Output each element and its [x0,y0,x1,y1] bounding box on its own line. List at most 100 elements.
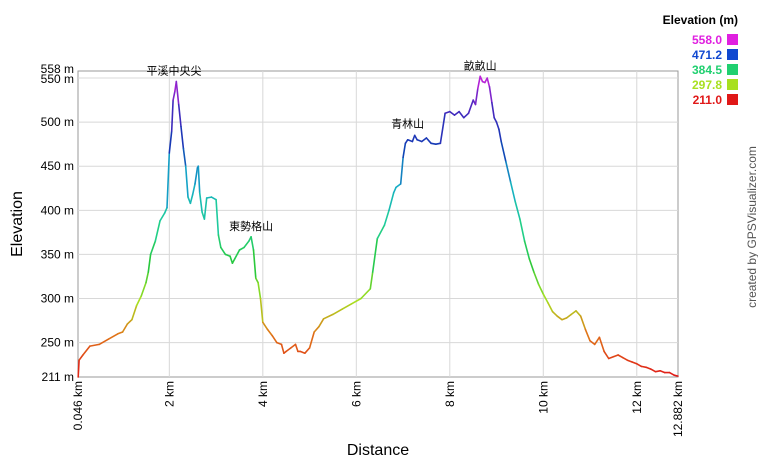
elevation-segment [229,255,234,265]
elevation-segment [191,183,196,196]
elevation-segment [537,283,545,295]
elevation-segment [177,103,182,128]
x-tick-label: 0.046 km [71,381,85,430]
elevation-segment [131,304,138,321]
elevation-segment [252,249,257,280]
elevation-segment [145,271,150,284]
elevation-segment [166,152,171,209]
elevation-segment [491,101,496,119]
elevation-segment [308,331,316,349]
y-tick-label: 400 m [41,203,74,217]
elevation-segment [117,331,124,335]
elevation-segment [154,220,161,242]
elevation-segment [593,336,601,346]
elevation-segment [304,347,311,355]
elevation-segment [673,374,679,377]
elevation-segment [217,234,222,249]
elevation-segment [448,110,456,116]
elevation-segment [462,112,470,119]
y-tick-label: 450 m [41,159,74,173]
elevation-segment [617,354,624,359]
peak-label: 平溪中央尖 [147,65,202,78]
elevation-segment [168,130,173,154]
elevation-segment [413,134,418,141]
elevation-segment [479,75,484,83]
elevation-segment [215,198,220,236]
elevation-segment [395,183,402,189]
elevation-segment [172,90,176,101]
elevation-segment [649,368,657,373]
elevation-segment [514,200,521,220]
elevation-segment [371,237,379,273]
elevation-segment [598,336,605,353]
elevation-segment [488,86,493,104]
elevation-segment [313,325,320,333]
elevation-segment [197,165,201,194]
elevation-segment [388,191,395,212]
elevation-segment [486,77,491,88]
elevation-segment [341,302,353,310]
elevation-segment [505,161,512,183]
elevation-segment [509,181,517,203]
elevation-segment [194,167,199,185]
elevation-segment [299,350,306,355]
elevation-segment [584,328,591,342]
y-tick-label: 300 m [41,292,74,306]
elevation-segment [350,297,362,305]
elevation-segment [495,121,500,130]
elevation-segment [668,371,676,377]
elevation-segment [147,253,152,273]
y-tick-label: 558 m [41,62,74,76]
legend-value: 471.2 [692,48,722,62]
elevation-segment [474,87,479,106]
elevation-segment [399,156,404,185]
x-tick-label: 2 km [162,381,176,407]
elevation-segment [159,212,166,222]
elevation-segment [612,354,619,358]
elevation-segment [528,257,535,273]
y-tick-label: 550 m [41,72,74,86]
elevation-segment [89,343,100,347]
elevation-segment [498,128,503,143]
elevation-series [77,75,679,378]
elevation-segment [570,310,577,316]
elevation-segment [275,341,283,346]
elevation-segment [547,302,554,313]
elevation-segment [266,328,274,337]
elevation-segment [476,75,482,90]
elevation-segment [551,310,559,318]
elevation-segment [444,110,451,115]
elevation-segment [135,295,143,307]
elevation-segment [189,193,194,205]
plot-area [77,70,679,378]
elevation-segment [182,147,187,167]
x-tick-label: 4 km [256,381,270,407]
peak-label: 青林山 [391,117,424,131]
elevation-segment [257,281,262,300]
elevation-segment [210,196,217,201]
elevation-segment [318,317,325,328]
elevation-segment [203,197,208,220]
elevation-segment [621,356,629,362]
elevation-segment [556,315,563,321]
elevation-segment [77,359,80,378]
elevation-segment [523,240,531,260]
elevation-segment [224,253,231,258]
y-tick-label: 350 m [41,247,74,261]
elevation-segment [589,339,596,346]
elevation-segment [243,240,250,249]
elevation-segment [376,224,386,240]
elevation-segment [439,112,446,145]
elevation-segment [453,110,460,116]
elevation-segment [626,359,633,363]
elevation-segment [78,354,84,362]
x-axis-ticks: 0.046 km 2 km 4 km 6 km 8 km 10 km 12 km 12.882… [71,381,685,437]
elevation-segment [180,125,185,150]
y-tick-label: 211 m [42,370,74,384]
grid-lines [78,71,678,377]
y-axis-title: Elevation [9,191,26,257]
elevation-segment [493,116,498,123]
x-tick-label: 10 km [536,381,550,414]
